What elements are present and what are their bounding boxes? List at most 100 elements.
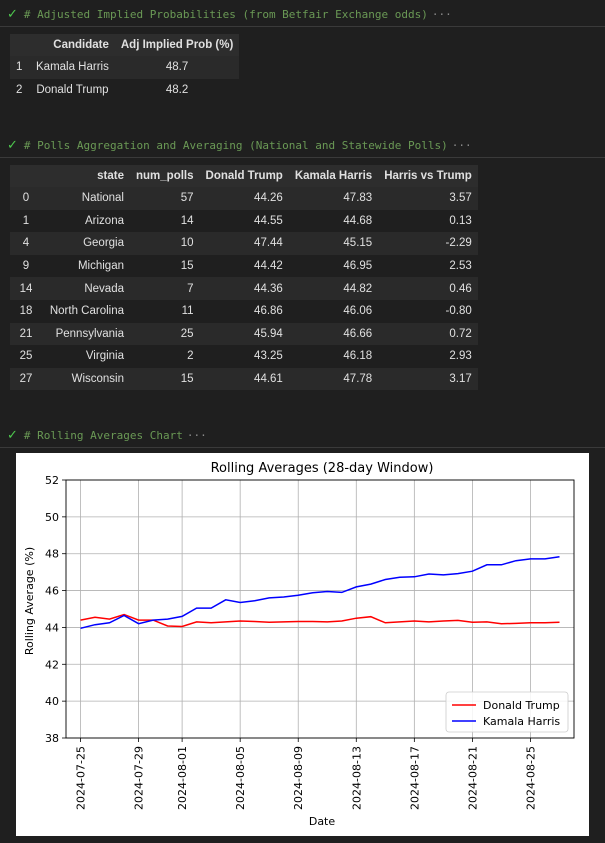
table-row: 1 Kamala Harris 48.7 [10, 56, 240, 79]
cell-comment: # Rolling Averages Chart [23, 428, 183, 442]
legend-box [445, 691, 569, 733]
more-icon[interactable]: ··· [186, 428, 207, 442]
harris-cell: 47.78 [343, 373, 373, 386]
candidate-cell: Donald Trump [36, 83, 109, 96]
y-tick-label: 42 [45, 658, 59, 671]
table-row: 1 Arizona 14 44.55 44.68 0.13 [10, 209, 478, 233]
column-header: num_polls [136, 170, 194, 182]
row-index: 1 [16, 61, 23, 74]
more-icon[interactable]: ··· [431, 7, 452, 21]
diff-cell: 2.93 [449, 350, 472, 363]
x-tick-label: 2024-07-25 [75, 746, 88, 810]
trump-cell: 47.44 [254, 237, 283, 250]
state-cell: Wisconsin [71, 373, 124, 386]
diff-cell: 2.53 [449, 260, 472, 273]
diff-cell: 3.17 [449, 373, 472, 386]
harris-cell: 47.83 [343, 192, 373, 205]
column-header: Donald Trump [205, 170, 283, 182]
cell-header-polls[interactable]: ✓ # Polls Aggregation and Averaging (Nat… [0, 134, 605, 156]
legend-label: Kamala Harris [483, 715, 560, 728]
state-cell: North Carolina [49, 305, 124, 318]
num-polls-cell: 15 [180, 373, 194, 386]
legend-label: Donald Trump [483, 699, 560, 712]
chart-svg: Rolling Averages (28-day Window) 38 40 42 4… [23, 461, 575, 828]
harris-cell: 46.66 [343, 327, 373, 340]
cell-header-probabilities[interactable]: ✓ # Adjusted Implied Probabilities (from… [0, 3, 605, 25]
column-header: Harris vs Trump [384, 170, 472, 182]
column-header: Candidate [53, 39, 109, 51]
x-tick-label: 2024-07-29 [133, 746, 146, 810]
x-tick-label: 2024-08-13 [350, 746, 363, 810]
state-cell: Nevada [84, 282, 124, 295]
column-header [10, 165, 42, 187]
num-polls-cell: 7 [187, 282, 194, 295]
x-tick-label: 2024-08-09 [292, 746, 305, 810]
y-tick-label: 44 [45, 621, 59, 634]
trump-cell: 44.61 [254, 373, 283, 386]
candidate-cell: Kamala Harris [36, 61, 109, 74]
row-index: 1 [22, 214, 30, 227]
diff-cell: 0.13 [449, 214, 472, 227]
harris-cell: 46.18 [343, 350, 373, 363]
chart-title: Rolling Averages (28-day Window) [211, 461, 434, 476]
num-polls-cell: 14 [180, 214, 194, 227]
table-row: 21 Pennsylvania 25 45.94 46.66 0.72 [10, 322, 478, 346]
table-row: 4 Georgia 10 47.44 45.15 -2.29 [10, 232, 478, 255]
num-polls-cell: 2 [187, 350, 194, 363]
column-header: Adj Implied Prob (%) [120, 39, 234, 51]
num-polls-cell: 10 [180, 237, 194, 250]
more-icon[interactable]: ··· [451, 138, 472, 152]
num-polls-cell: 25 [180, 327, 194, 340]
y-tick-label: 50 [45, 511, 59, 524]
state-cell: Virginia [85, 350, 124, 363]
y-tick-label: 48 [45, 548, 59, 561]
diff-cell: 0.46 [449, 282, 472, 295]
x-axis-label: Date [309, 815, 336, 828]
trump-cell: 44.42 [254, 260, 283, 273]
num-polls-cell: 11 [181, 305, 194, 318]
y-tick-label: 52 [45, 474, 59, 487]
y-tick-label: 38 [45, 732, 59, 745]
column-header: Kamala Harris [294, 170, 373, 182]
cell-header-chart[interactable]: ✓ # Rolling Averages Chart ··· [0, 424, 605, 446]
x-tick-label: 2024-08-17 [408, 746, 421, 810]
table-row: 25 Virginia 2 43.25 46.18 2.93 [10, 345, 478, 368]
table-row: 27 Wisconsin 15 44.61 47.78 3.17 [10, 367, 478, 391]
state-cell: Georgia [83, 237, 124, 250]
y-tick-label: 40 [45, 695, 59, 708]
harris-cell: 45.15 [343, 237, 373, 250]
cell-divider [0, 447, 605, 448]
row-index: 9 [22, 260, 30, 273]
trump-cell: 44.26 [254, 192, 283, 205]
row-index: 25 [19, 350, 33, 363]
cell-comment: # Adjusted Implied Probabilities (from B… [23, 7, 428, 21]
column-header [10, 34, 30, 56]
x-tick-label: 2024-08-01 [176, 746, 189, 810]
diff-cell: -0.80 [445, 305, 472, 318]
row-index: 14 [19, 282, 33, 295]
diff-cell: 0.72 [449, 327, 472, 340]
table-row: 2 Donald Trump 48.2 [10, 78, 240, 102]
row-index: 18 [19, 305, 33, 318]
y-tick-label: 46 [45, 585, 59, 598]
polls-table: state num_polls Donald Trump Kamala Harr… [10, 165, 478, 391]
state-cell: Pennsylvania [55, 327, 124, 340]
diff-cell: 3.57 [449, 192, 472, 205]
series-line-donald-trump [80, 613, 560, 628]
state-cell: Arizona [85, 214, 124, 227]
check-icon: ✓ [7, 137, 18, 153]
column-header: state [97, 170, 124, 182]
trump-cell: 44.36 [254, 282, 283, 295]
x-tick-label: 2024-08-25 [524, 746, 537, 810]
probabilities-table: Candidate Adj Implied Prob (%) 1 Kamala … [10, 34, 240, 102]
cell-divider [0, 157, 605, 158]
check-icon: ✓ [7, 6, 18, 22]
num-polls-cell: 15 [180, 260, 194, 273]
state-cell: Michigan [77, 260, 124, 273]
table-row: 9 Michigan 15 44.42 46.95 2.53 [10, 254, 478, 278]
harris-cell: 46.95 [343, 260, 373, 273]
harris-cell: 44.68 [343, 214, 373, 227]
x-tick-label: 2024-08-21 [466, 746, 479, 810]
trump-cell: 43.25 [254, 350, 283, 363]
row-index: 21 [19, 327, 33, 340]
